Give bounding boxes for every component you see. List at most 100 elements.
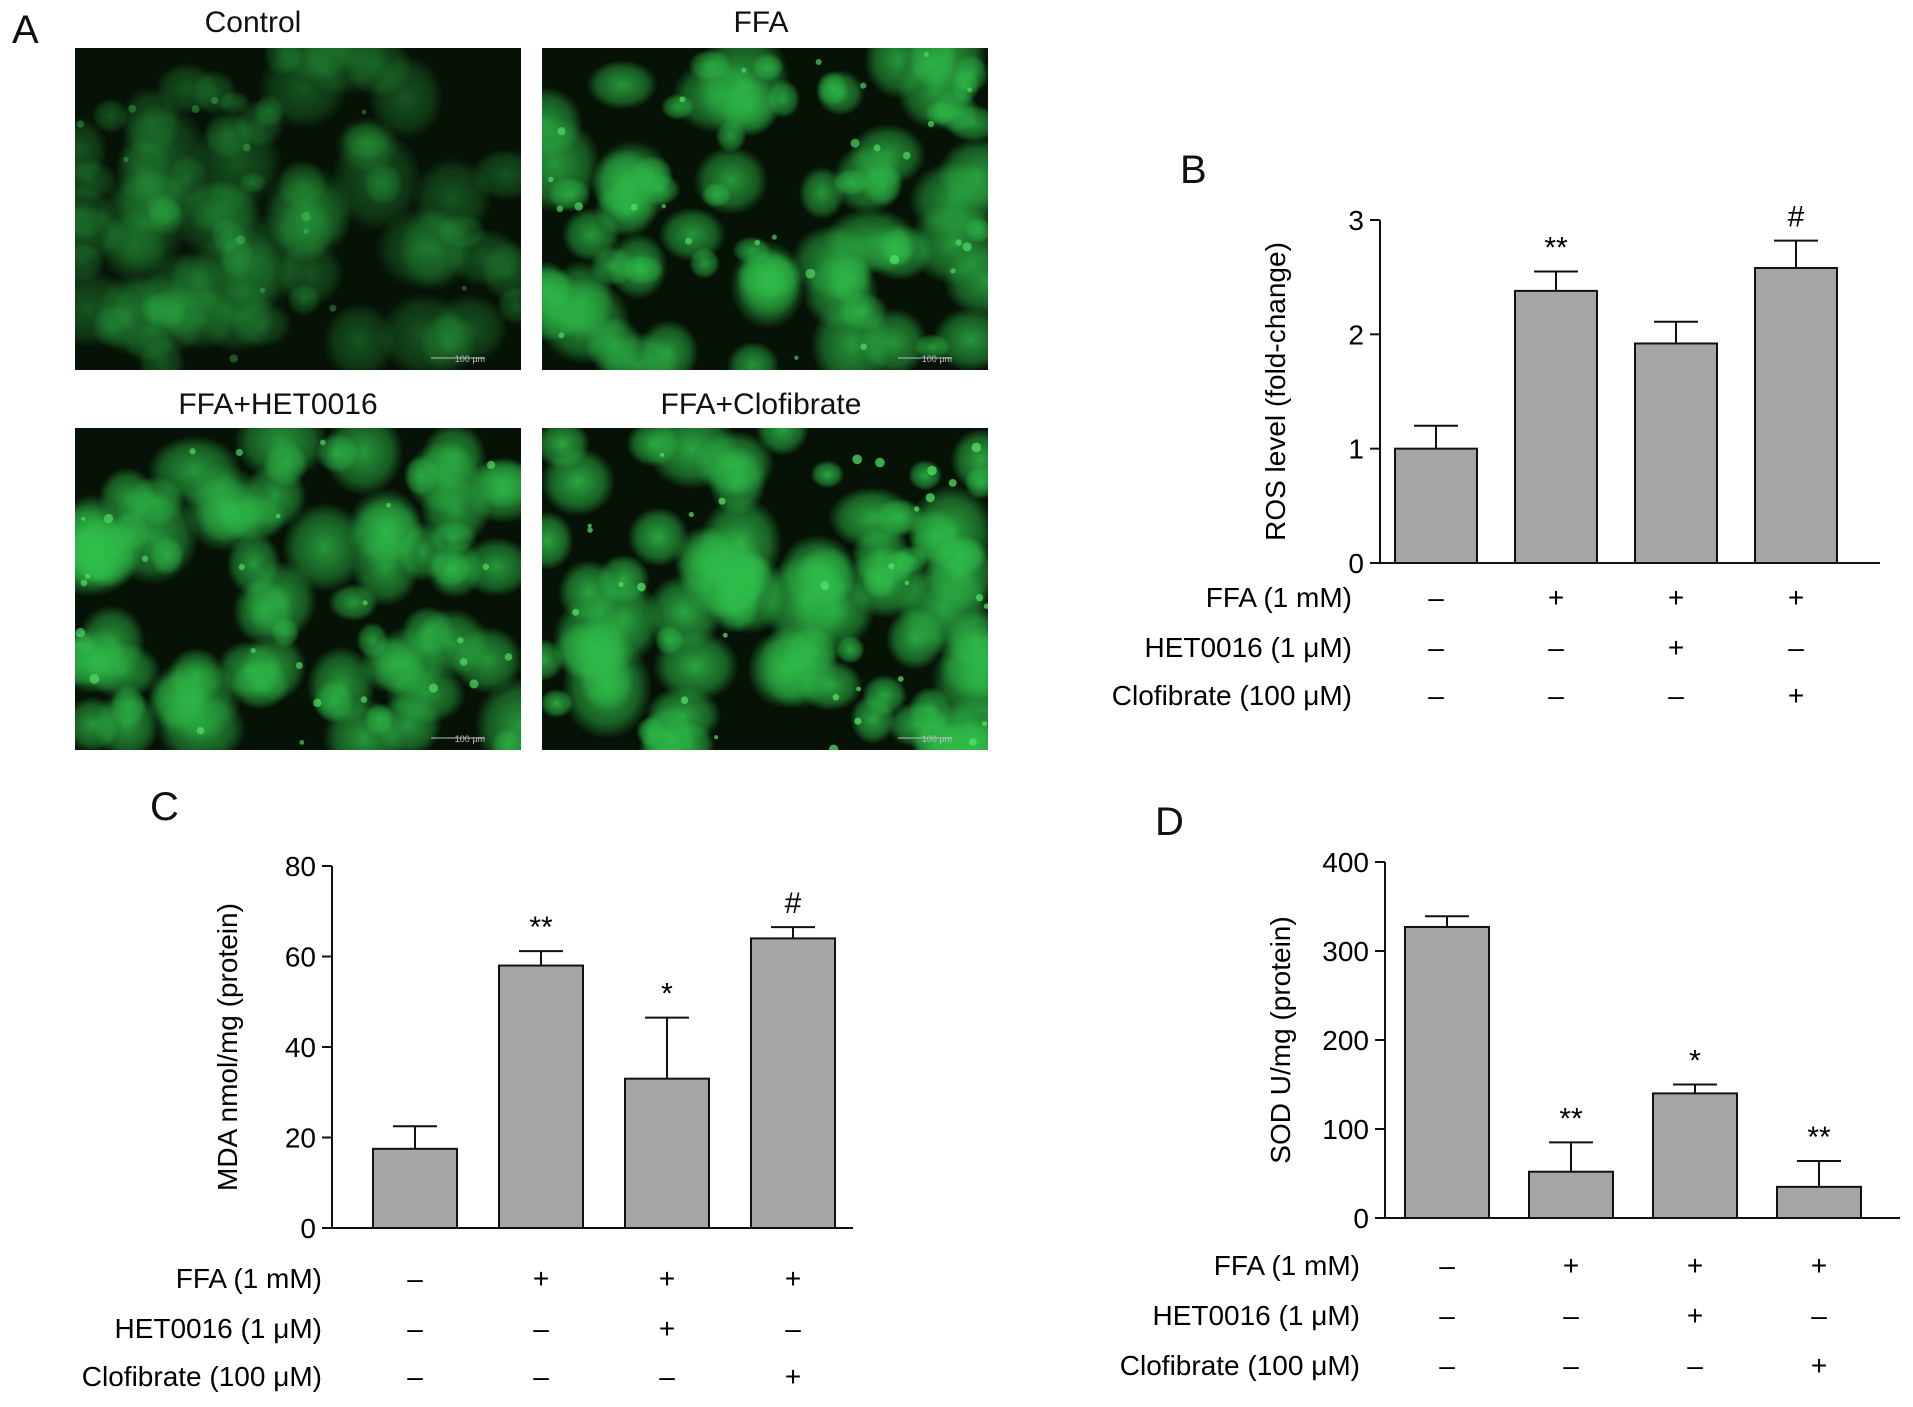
y-tick-label: 20 — [285, 1123, 316, 1154]
condition-label: HET0016 (1 μM) — [1144, 632, 1352, 663]
bright-spot — [975, 593, 984, 602]
condition-sign: + — [1668, 632, 1684, 663]
condition-sign: – — [1439, 1250, 1455, 1281]
condition-label: FFA (1 mM) — [1206, 582, 1352, 613]
condition-sign: – — [1439, 1350, 1455, 1381]
bright-spot — [888, 563, 895, 570]
bright-spot — [902, 151, 911, 160]
y-tick-label: 200 — [1322, 1025, 1369, 1056]
condition-sign: – — [407, 1313, 423, 1344]
bright-spot — [587, 527, 593, 533]
cell-blob — [398, 207, 473, 292]
y-tick-label: 0 — [1353, 1203, 1369, 1234]
bright-spot — [828, 744, 839, 750]
cell-blob — [110, 510, 151, 553]
bright-spot — [574, 202, 584, 211]
bright-spot — [948, 478, 957, 487]
condition-sign: – — [1548, 632, 1564, 663]
cell-blob — [630, 155, 674, 194]
cell-blob — [75, 696, 121, 750]
significance-label: * — [661, 978, 673, 1011]
bright-spot — [299, 740, 305, 745]
micrograph-label-ffa-het0016: FFA+HET0016 — [178, 388, 378, 421]
cell-blob — [351, 529, 420, 607]
bright-spot — [889, 254, 900, 265]
condition-sign: – — [533, 1361, 549, 1392]
bright-spot — [754, 239, 761, 246]
cell-blob — [671, 59, 763, 134]
bright-spot — [969, 738, 977, 746]
cell-blob — [452, 626, 521, 694]
condition-sign: + — [1788, 680, 1804, 711]
y-tick-label: 1 — [1348, 434, 1364, 465]
cell-blob — [908, 161, 988, 239]
cell-blob — [658, 207, 726, 262]
condition-sign: + — [533, 1263, 549, 1294]
y-tick-label: 100 — [1322, 1114, 1369, 1145]
micrograph-ffa-het0016: 100 μm — [75, 428, 521, 750]
bright-spot — [360, 696, 368, 703]
bar — [1634, 342, 1718, 565]
cell-blob — [694, 430, 775, 497]
condition-sign: + — [1687, 1250, 1703, 1281]
cell-blob — [542, 447, 616, 516]
significance-label: ** — [1559, 1102, 1583, 1135]
bright-spot — [76, 120, 85, 128]
cell-blob — [232, 577, 294, 645]
cell-blob — [816, 70, 849, 107]
bright-spot — [89, 674, 100, 684]
cell-blob — [715, 119, 747, 153]
bright-spot — [815, 59, 822, 66]
bright-spot — [250, 647, 256, 654]
bright-spot — [873, 144, 881, 152]
significance-label: # — [1788, 201, 1805, 234]
bright-spot — [196, 726, 205, 735]
bar — [498, 964, 584, 1229]
cell-blob — [640, 705, 696, 750]
panel-a-letter: A — [12, 8, 39, 52]
condition-sign: – — [407, 1361, 423, 1392]
bright-spot — [235, 448, 243, 457]
bright-spot — [897, 676, 904, 682]
bright-spot — [637, 582, 646, 592]
bright-spot — [295, 661, 303, 669]
y-tick-label: 40 — [285, 1032, 316, 1063]
cell-blob — [84, 642, 161, 699]
condition-sign: + — [1811, 1350, 1827, 1381]
significance-label: ** — [1544, 231, 1568, 264]
bright-spot — [904, 580, 910, 586]
condition-sign: + — [785, 1361, 801, 1392]
cell-blob — [878, 228, 916, 268]
bright-spot — [913, 506, 920, 512]
bright-spot — [301, 211, 311, 221]
cell-blob — [75, 269, 135, 348]
cell-blob — [736, 247, 803, 317]
bright-spot — [962, 242, 972, 252]
bright-spot — [238, 563, 245, 571]
panel-d-letter: D — [1155, 800, 1184, 844]
bright-spot — [557, 127, 566, 136]
bright-spot — [189, 448, 196, 455]
condition-label: FFA (1 mM) — [1214, 1250, 1360, 1281]
bright-spot — [587, 523, 592, 528]
condition-label: HET0016 (1 μM) — [114, 1313, 322, 1344]
bright-spot — [303, 229, 309, 234]
bar — [624, 1077, 710, 1230]
bright-spot — [714, 735, 719, 740]
y-tick-label: 3 — [1348, 205, 1364, 236]
cell-blob — [471, 148, 521, 201]
condition-label: Clofibrate (100 μM) — [1112, 680, 1352, 711]
bright-spot — [805, 268, 816, 279]
bar — [372, 1147, 458, 1229]
bright-spot — [313, 698, 322, 708]
bright-spot — [81, 516, 86, 521]
bright-spot — [967, 87, 973, 93]
condition-sign: – — [1563, 1300, 1579, 1331]
bright-spot — [242, 143, 251, 152]
bright-spot — [971, 442, 982, 453]
micrograph-ffa-clofibrate-image — [542, 428, 988, 750]
cell-blob — [832, 168, 869, 196]
cell-blob — [475, 676, 521, 750]
